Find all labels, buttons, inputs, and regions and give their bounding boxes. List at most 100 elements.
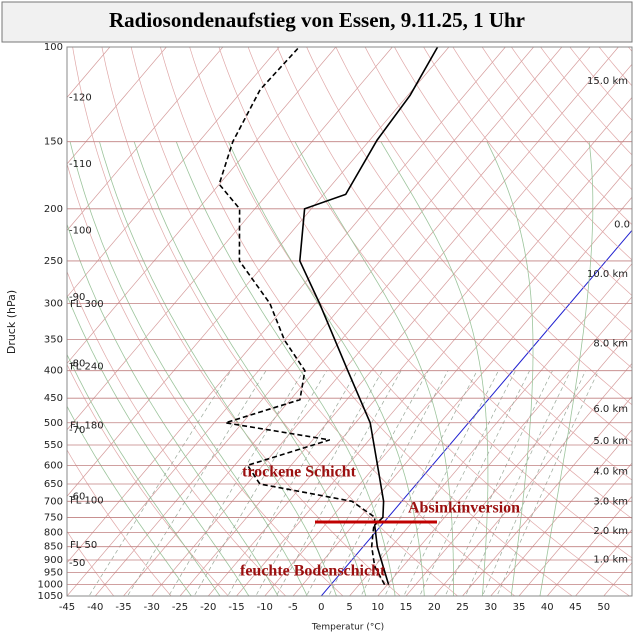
isotherm-label: -80 xyxy=(69,358,85,369)
isotherm xyxy=(67,47,393,431)
isotherm xyxy=(151,47,619,596)
dry-adiabat xyxy=(67,162,344,596)
dry-adiabat xyxy=(569,47,632,121)
moist-adiabat xyxy=(133,141,367,596)
dry-adiabat xyxy=(423,47,632,297)
dry-adiabat xyxy=(394,47,632,333)
height-label: 6.0 km xyxy=(593,404,628,415)
chart-title: Radiosondenaufstieg von Essen, 9.11.25, … xyxy=(109,8,525,32)
isotherm xyxy=(518,462,632,596)
isotherm xyxy=(94,47,563,596)
y-axis-title: Druck (hPa) xyxy=(5,290,18,354)
mixing-ratio-line xyxy=(419,370,530,596)
moist-adiabat xyxy=(294,141,454,596)
y-tick-label: 350 xyxy=(44,334,63,345)
x-tick-label: 0 xyxy=(318,602,324,613)
mixing-ratio-line xyxy=(465,370,571,596)
flight-level-label: FL 100 xyxy=(70,495,104,506)
y-tick-label: 700 xyxy=(44,496,63,507)
y-tick-label: 600 xyxy=(44,460,63,471)
plot: 1001502002503003504004505005506006507007… xyxy=(38,42,632,613)
moist-adiabat xyxy=(67,222,279,596)
flight-level-label: FL 50 xyxy=(70,540,97,551)
y-tick-label: 100 xyxy=(44,42,63,53)
dry-adiabat xyxy=(72,47,401,596)
x-tick-label: -10 xyxy=(257,602,273,613)
x-tick-label: 10 xyxy=(371,602,384,613)
moist-adiabat xyxy=(486,141,534,596)
x-tick-label: -45 xyxy=(59,602,75,613)
isotherm xyxy=(207,96,632,596)
x-tick-label: 50 xyxy=(597,602,610,613)
zero-isotherm-label: 0.0 xyxy=(614,219,630,230)
isotherm xyxy=(377,296,632,596)
mixing-ratio-line xyxy=(127,370,267,596)
x-tick-label: -15 xyxy=(228,602,244,613)
isotherm xyxy=(264,163,632,596)
mixing-ratio-line xyxy=(403,370,516,596)
isotherm-label: -110 xyxy=(69,159,92,170)
y-tick-label: 1000 xyxy=(38,580,63,591)
mixing-ratio-line xyxy=(255,370,383,596)
flight-level-label: FL 300 xyxy=(70,299,104,310)
height-label: 10.0 km xyxy=(587,269,628,280)
moist-adiabat xyxy=(67,405,192,596)
y-tick-label: 300 xyxy=(44,299,63,310)
dry-adiabat xyxy=(67,270,287,596)
mixing-ratio-line xyxy=(227,370,358,596)
mixing-ratio-line xyxy=(444,370,553,596)
y-tick-label: 200 xyxy=(44,204,63,215)
isotherm xyxy=(123,47,591,596)
moist-adiabat xyxy=(67,294,250,596)
dry-adiabat xyxy=(452,47,632,261)
mixing-ratio-line xyxy=(88,370,232,596)
dry-adiabat xyxy=(160,47,573,596)
moist-adiabat xyxy=(539,141,594,596)
isotherm xyxy=(179,63,632,596)
isotherm-label: -60 xyxy=(69,491,85,502)
flight-level-label: FL 180 xyxy=(70,421,104,432)
height-label: 8.0 km xyxy=(593,338,628,349)
x-tick-label: 25 xyxy=(456,602,469,613)
isotherm xyxy=(236,130,632,596)
isotherm xyxy=(67,47,224,231)
x-tick-label: 30 xyxy=(484,602,497,613)
x-tick-label: -25 xyxy=(172,602,188,613)
plot-frame xyxy=(66,46,633,597)
x-tick-label: -30 xyxy=(144,602,160,613)
title-box xyxy=(1,1,633,43)
x-tick-label: -35 xyxy=(115,602,131,613)
dry-adiabat xyxy=(481,47,632,226)
moist-adiabat xyxy=(67,353,221,596)
y-tick-label: 900 xyxy=(44,555,63,566)
x-tick-label: 40 xyxy=(541,602,554,613)
y-tick-label: 1050 xyxy=(38,591,63,602)
y-tick-label: 400 xyxy=(44,366,63,377)
isotherm xyxy=(320,229,632,596)
height-label: 4.0 km xyxy=(593,467,628,478)
isotherm-label: -100 xyxy=(69,225,92,236)
x-tick-label: 15 xyxy=(400,602,413,613)
dry-adiabat xyxy=(335,47,632,406)
x-axis-title: Temperatur (°C) xyxy=(311,623,384,633)
isotherm xyxy=(405,329,632,596)
y-tick-label: 550 xyxy=(44,440,63,451)
isotherm xyxy=(67,47,167,165)
isotherm-label: -90 xyxy=(69,292,85,303)
y-tick-label: 250 xyxy=(44,256,63,267)
dry-adiabat xyxy=(130,47,516,596)
dewpoint-line xyxy=(218,46,386,585)
isotherm-label: -50 xyxy=(69,558,85,569)
mixing-ratio-line xyxy=(384,370,499,596)
height-label: 15.0 km xyxy=(587,76,628,87)
temperature-line xyxy=(298,46,439,585)
isotherm xyxy=(349,263,632,596)
x-tick-label: -20 xyxy=(200,602,216,613)
y-tick-label: 750 xyxy=(44,512,63,523)
flight-level-label: FL 240 xyxy=(70,361,104,372)
x-tick-label: 5 xyxy=(346,602,352,613)
mixing-ratio-line xyxy=(482,370,586,596)
background-lines xyxy=(67,47,632,596)
